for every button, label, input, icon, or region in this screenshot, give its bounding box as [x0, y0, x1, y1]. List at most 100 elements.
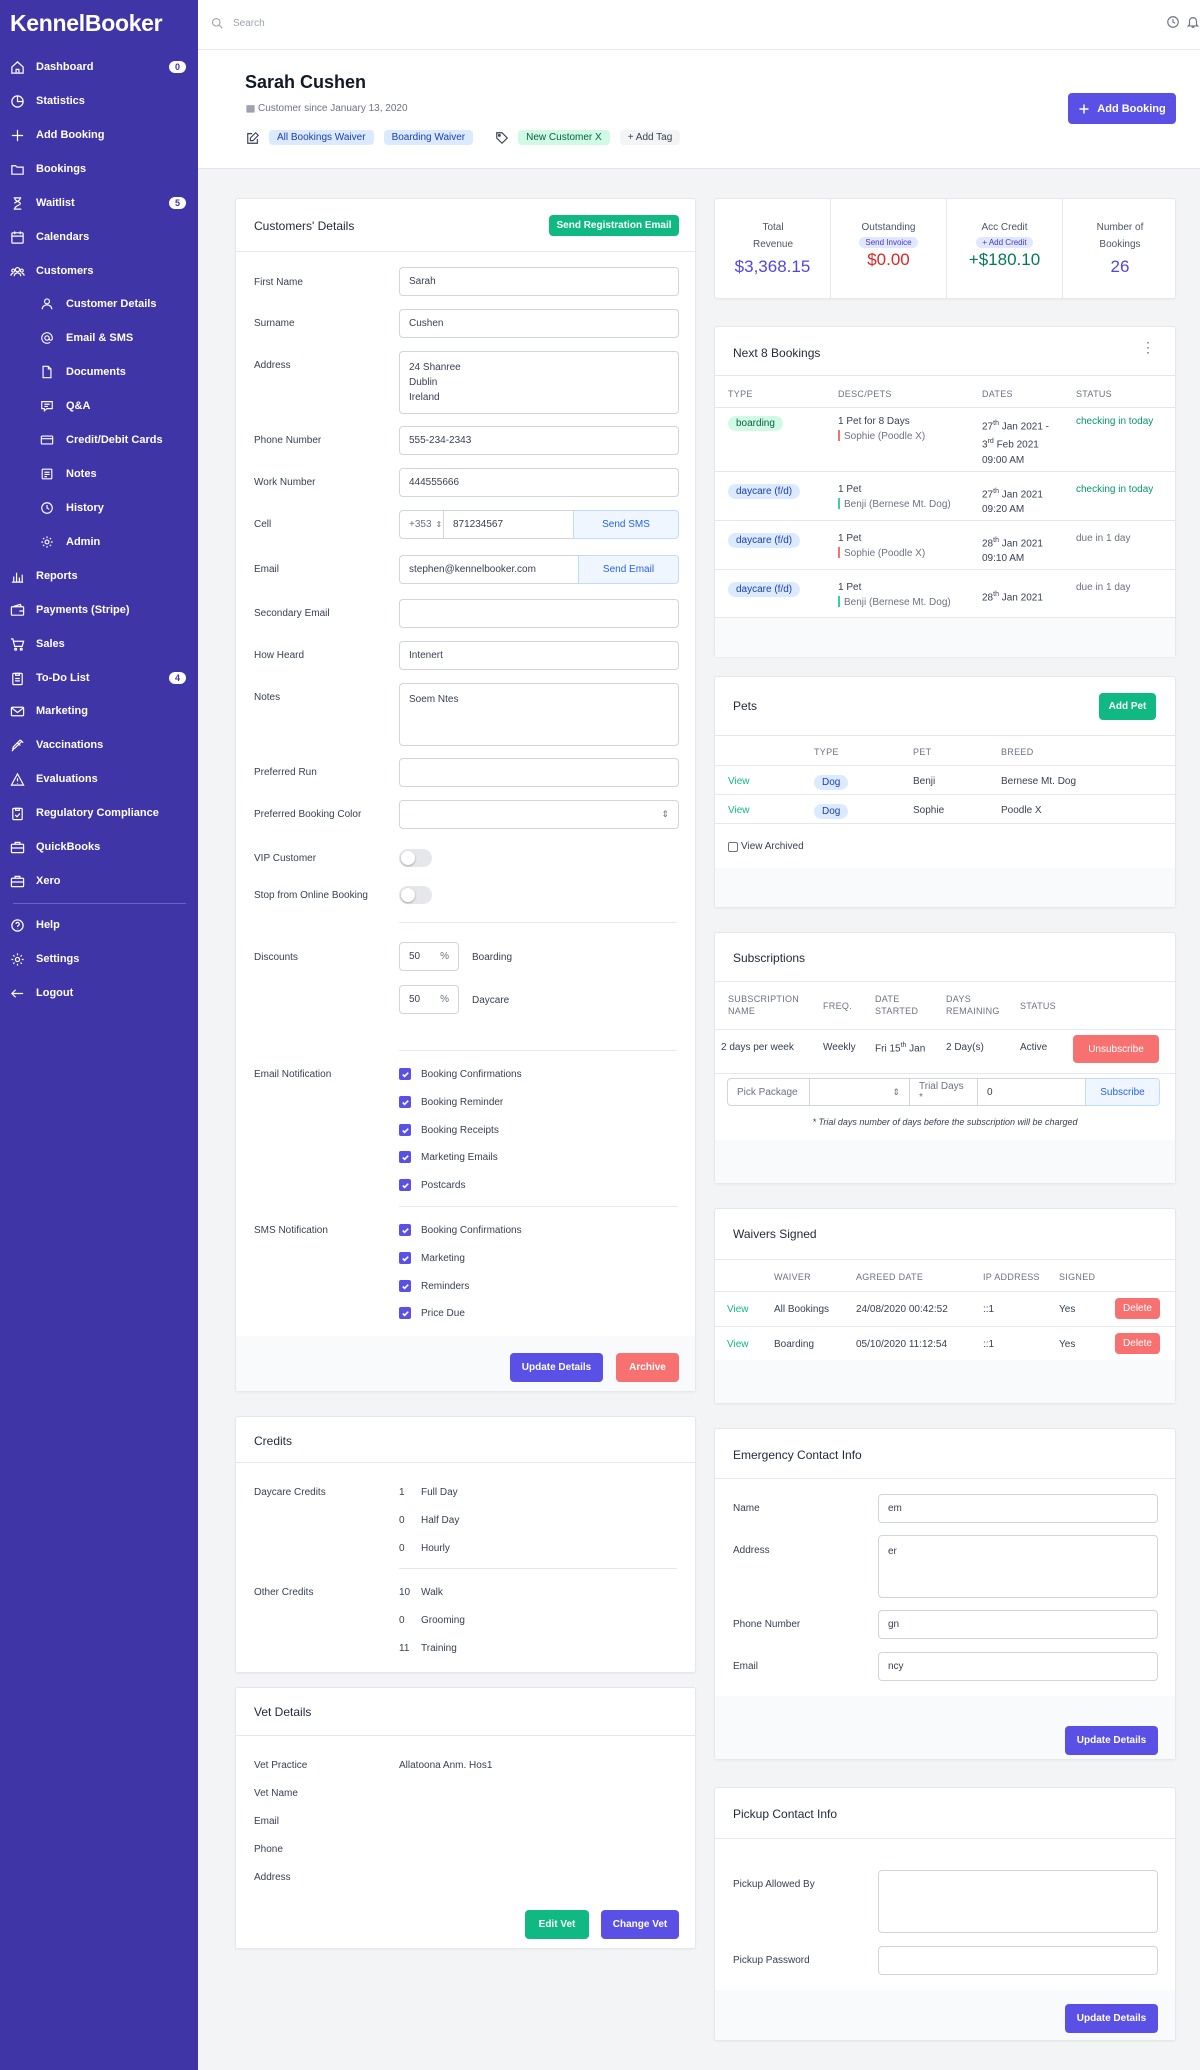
sidebar-item-todo[interactable]: To-Do List 4	[10, 668, 186, 688]
email-opt-checkbox[interactable]: Booking Confirmations	[399, 1068, 522, 1080]
sidebar-item-waitlist[interactable]: Waitlist 5	[10, 193, 186, 213]
sidebar-item-regulatory[interactable]: Regulatory Compliance	[10, 803, 186, 823]
send-registration-email-button[interactable]: Send Registration Email	[549, 215, 679, 236]
send-sms-button[interactable]: Send SMS	[573, 510, 679, 539]
bell-icon[interactable]	[1186, 15, 1200, 29]
address-field[interactable]: 24 Shanree Dublin Ireland	[399, 351, 679, 414]
update-emergency-button[interactable]: Update Details	[1065, 1726, 1158, 1755]
search-input[interactable]: Search	[211, 17, 265, 29]
tag-waiver[interactable]: Boarding Waiver	[383, 130, 474, 145]
more-vertical-icon[interactable]: ⋮	[1141, 339, 1155, 355]
sidebar-item-customer-details[interactable]: Customer Details	[40, 294, 186, 314]
trial-days-field[interactable]: 0	[977, 1078, 1086, 1106]
sidebar-item-xero[interactable]: Xero	[10, 871, 186, 891]
vip-toggle[interactable]	[399, 849, 432, 867]
subscribe-button[interactable]: Subscribe	[1085, 1078, 1160, 1106]
edit-vet-button[interactable]: Edit Vet	[525, 1910, 589, 1939]
sms-opt-checkbox[interactable]: Marketing	[399, 1252, 465, 1264]
sidebar-item-help[interactable]: Help	[10, 915, 186, 935]
stop-online-toggle[interactable]	[399, 886, 432, 904]
update-details-button[interactable]: Update Details	[510, 1353, 603, 1382]
sidebar-item-payments[interactable]: Payments (Stripe)	[10, 600, 186, 620]
unsubscribe-button[interactable]: Unsubscribe	[1073, 1035, 1159, 1063]
add-tag-button[interactable]: + Add Tag	[619, 130, 681, 145]
sidebar-item-documents[interactable]: Documents	[40, 362, 186, 382]
send-email-button[interactable]: Send Email	[578, 555, 679, 584]
sms-opt-checkbox[interactable]: Reminders	[399, 1280, 469, 1292]
work-field[interactable]: 444555666	[399, 468, 679, 497]
secondary-email-field[interactable]	[399, 599, 679, 628]
sidebar-item-logout[interactable]: Logout	[10, 983, 186, 1003]
email-opt-checkbox[interactable]: Booking Reminder	[399, 1096, 503, 1108]
country-code-select[interactable]: +353 ⇕	[399, 510, 444, 539]
emergency-phone-field[interactable]: gn	[878, 1610, 1158, 1639]
sidebar-item-dashboard[interactable]: Dashboard 0	[10, 57, 186, 77]
update-pickup-button[interactable]: Update Details	[1065, 2004, 1158, 2033]
email-opt-checkbox[interactable]: Marketing Emails	[399, 1151, 498, 1163]
edit-icon[interactable]	[246, 131, 260, 145]
view-waiver-link[interactable]: View	[727, 1304, 749, 1315]
add-booking-button[interactable]: Add Booking	[1068, 93, 1176, 124]
preferred-run-field[interactable]	[399, 758, 679, 787]
emergency-name-field[interactable]: em	[878, 1494, 1158, 1523]
clock-icon[interactable]	[1166, 15, 1180, 29]
tag-waiver[interactable]: All Bookings Waiver	[269, 130, 374, 145]
boarding-discount-field[interactable]: 50%	[399, 942, 459, 971]
pet-color-bar	[838, 498, 840, 509]
archive-button[interactable]: Archive	[616, 1353, 679, 1382]
email-opt-checkbox[interactable]: Postcards	[399, 1179, 465, 1191]
pickup-password-field[interactable]	[878, 1946, 1158, 1975]
sidebar-item-settings[interactable]: Settings	[10, 949, 186, 969]
how-heard-field[interactable]: Intenert	[399, 641, 679, 670]
surname-field[interactable]: Cushen	[399, 309, 679, 338]
email-opt-checkbox[interactable]: Booking Receipts	[399, 1124, 499, 1136]
column-header: PET	[913, 747, 932, 757]
tag-customer[interactable]: New Customer X	[518, 130, 610, 145]
sidebar-item-cards[interactable]: Credit/Debit Cards	[40, 430, 186, 450]
first-name-field[interactable]: Sarah	[399, 267, 679, 296]
cell-field[interactable]: 871234567	[443, 510, 574, 539]
users-icon	[10, 266, 25, 276]
sidebar-item-notes[interactable]: Notes	[40, 464, 186, 484]
view-pet-link[interactable]: View	[728, 805, 750, 816]
divider	[715, 1838, 1175, 1839]
view-waiver-link[interactable]: View	[727, 1339, 749, 1350]
send-invoice-button[interactable]: Send Invoice	[859, 237, 918, 248]
sidebar-item-bookings[interactable]: Bookings	[10, 159, 186, 179]
add-pet-button[interactable]: Add Pet	[1099, 693, 1156, 720]
package-select[interactable]: ⇕	[809, 1078, 910, 1106]
pickup-allowed-field[interactable]	[878, 1870, 1158, 1933]
sidebar-item-calendars[interactable]: Calendars	[10, 227, 186, 247]
sms-opt-checkbox[interactable]: Booking Confirmations	[399, 1224, 522, 1236]
sidebar-item-sales[interactable]: Sales	[10, 634, 186, 654]
briefcase-icon	[10, 875, 25, 887]
sidebar-item-history[interactable]: History	[40, 498, 186, 518]
notes-field[interactable]: Soem Ntes	[399, 683, 679, 746]
emergency-email-field[interactable]: ncy	[878, 1652, 1158, 1681]
sidebar-item-statistics[interactable]: Statistics	[10, 91, 186, 111]
sidebar-item-quickbooks[interactable]: QuickBooks	[10, 837, 186, 857]
sidebar-item-marketing[interactable]: Marketing	[10, 701, 186, 721]
sidebar-item-vaccinations[interactable]: Vaccinations	[10, 735, 186, 755]
view-archived-checkbox[interactable]: View Archived	[728, 841, 804, 852]
add-credit-button[interactable]: + Add Credit	[976, 237, 1033, 248]
sms-opt-checkbox[interactable]: Price Due	[399, 1307, 465, 1319]
sidebar-item-reports[interactable]: Reports	[10, 566, 186, 586]
change-vet-button[interactable]: Change Vet	[601, 1910, 679, 1939]
sidebar-item-email-sms[interactable]: Email & SMS	[40, 328, 186, 348]
sidebar-item-add-booking[interactable]: Add Booking	[10, 125, 186, 145]
daycare-discount-field[interactable]: 50%	[399, 985, 459, 1014]
clipboard-icon	[12, 672, 23, 685]
sidebar-item-admin[interactable]: Admin	[40, 532, 186, 552]
emergency-address-field[interactable]: er	[878, 1535, 1158, 1598]
sidebar-item-qa[interactable]: Q&A	[40, 396, 186, 416]
phone-field[interactable]: 555-234-2343	[399, 426, 679, 455]
delete-waiver-button[interactable]: Delete	[1115, 1333, 1160, 1354]
view-pet-link[interactable]: View	[728, 776, 750, 787]
email-field[interactable]: stephen@kennelbooker.com	[399, 555, 579, 584]
delete-waiver-button[interactable]: Delete	[1115, 1298, 1160, 1319]
tag-icon	[496, 131, 509, 144]
sidebar-item-customers[interactable]: Customers	[10, 261, 186, 281]
booking-color-select[interactable]: ⇕	[399, 800, 679, 829]
sidebar-item-evaluations[interactable]: Evaluations	[10, 769, 186, 789]
